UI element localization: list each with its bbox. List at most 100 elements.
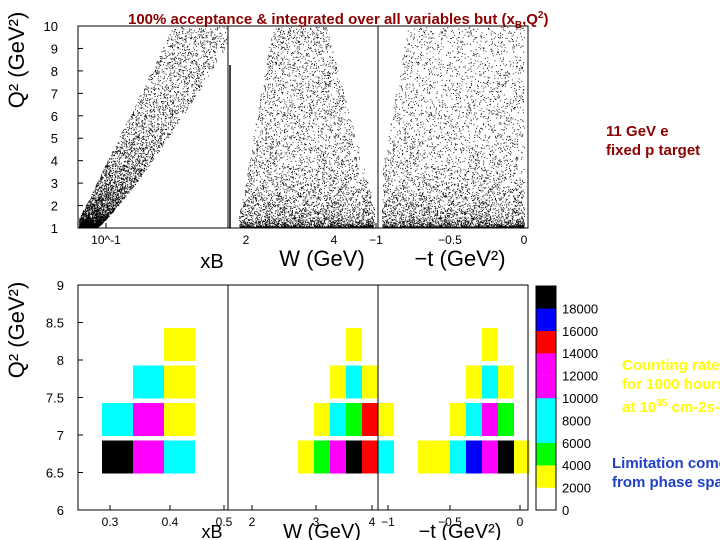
heatmap-cell-t (450, 403, 466, 436)
figure-title: 100% acceptance & integrated over all va… (128, 10, 549, 31)
heatmap-cell-w (362, 440, 378, 474)
heatmap-cell-xb (164, 440, 195, 474)
xb-axis-label: xB (201, 522, 222, 540)
w-axis-label: W (GeV) (283, 521, 361, 540)
colorbar-label: 2000 (562, 481, 591, 496)
w-tick-label: 3 (313, 515, 320, 529)
w-tick-label: 4 (331, 233, 338, 247)
colorbar-label: 6000 (562, 436, 591, 451)
heatmap-cell-w (346, 440, 362, 474)
bottom-ylabel: Q² (GeV²) (4, 282, 29, 379)
colorbar-swatch (536, 487, 556, 511)
heatmap-cell-xb (164, 403, 195, 436)
heatmap-cell-w (378, 403, 394, 436)
xb-tick-label: 0.4 (162, 515, 179, 529)
heatmap-cell-t (498, 440, 514, 474)
heatmap-cell-w (314, 440, 330, 474)
heatmap-cell-w (298, 440, 314, 474)
heatmap-cell-w (330, 365, 346, 399)
colorbar-swatch (536, 465, 556, 488)
heatmap-cell-t (418, 440, 434, 474)
heatmap-cell-w (346, 403, 362, 436)
colorbar-label: 10000 (562, 391, 598, 406)
heatmap-cell-w (378, 440, 394, 474)
w-tick-label: 4 (369, 515, 376, 529)
heatmap-cell-t (466, 440, 482, 474)
colorbar-label: 18000 (562, 301, 598, 316)
top-ytick-label: 9 (51, 41, 58, 56)
t-tick-label: 0 (521, 233, 528, 247)
heatmap-cell-w (330, 403, 346, 436)
heatmap-cell-t (482, 365, 498, 399)
top-ytick-label: 8 (51, 64, 58, 79)
top-ytick-label: 1 (51, 221, 58, 236)
heatmap-cell-t (434, 440, 450, 474)
top-ytick-label: 5 (51, 131, 58, 146)
t-tick-label: −1 (381, 515, 395, 529)
rate-note-line-1: Counting rates (622, 357, 720, 374)
heatmap-cell-xb (102, 403, 133, 436)
t-tick-label: 0 (517, 515, 524, 529)
colorbar-swatch (536, 286, 556, 309)
heatmap-cell-w (362, 365, 378, 399)
heatmap-cell-xb (133, 440, 164, 474)
heatmap-cell-xb (164, 328, 195, 361)
top-ytick-label: 10 (44, 19, 58, 34)
colorbar-swatch (536, 375, 556, 399)
top-ylabel: Q² (GeV²) (4, 12, 29, 109)
limitation-note: Limitation comes from phase space (612, 454, 720, 492)
bottom-ytick-label: 8 (57, 353, 64, 368)
w-tick-label: 2 (243, 233, 250, 247)
heatmap-cell-t (498, 365, 514, 399)
heatmap-cell-t (466, 365, 482, 399)
t-axis-label: −t (GeV²) (419, 521, 502, 540)
heatmap-cell-w (330, 440, 346, 474)
heatmap-cell-t (514, 440, 530, 474)
xb-tick-label: 10^-1 (91, 233, 121, 247)
top-ytick-label: 4 (51, 154, 58, 169)
t-tick-label: −0.5 (438, 233, 462, 247)
w-axis-label: W (GeV) (279, 246, 365, 271)
colorbar-label: 16000 (562, 324, 598, 339)
t-tick-label: −0.5 (438, 515, 462, 529)
xb-axis-label: xB (200, 251, 223, 273)
scatter-plots (79, 27, 525, 228)
heatmap-cell-w (346, 328, 362, 361)
heatmap-cell-w (362, 403, 378, 436)
heatmap-cell-xb (133, 365, 164, 399)
heatmap-cell-t (482, 403, 498, 436)
colorbar-swatch (536, 308, 556, 331)
heatmap-cell-t (498, 403, 514, 436)
colorbar-label: 12000 (562, 369, 598, 384)
t-axis-label: −t (GeV²) (414, 246, 505, 271)
heatmap-cell-t (482, 328, 498, 361)
rate-note-line-2: for 1000 hours (622, 376, 720, 393)
colorbar-label: 8000 (562, 413, 591, 428)
colorbar-frame (535, 285, 557, 511)
colorbar: 0 2000 4000 6000 8000 10000 12000 14000 16000 180… (535, 285, 598, 518)
beam-note: 11 GeV e fixed p target (606, 122, 720, 160)
bottom-ytick-label: 7 (57, 428, 64, 443)
limit-note-line-1: Limitation comes (612, 455, 720, 472)
counting-rate-note: Counting rates for 1000 hours at 1035 cm… (622, 356, 720, 417)
colorbar-swatch (536, 420, 556, 443)
bottom-ytick-label: 7.5 (46, 391, 64, 406)
heatmap-plots (102, 328, 530, 474)
heatmap-cell-w (314, 403, 330, 436)
colorbar-label: 4000 (562, 458, 591, 473)
limit-note-line-2: from phase space (612, 474, 720, 491)
bottom-ytick-label: 8.5 (46, 316, 64, 331)
xb-tick-label: 0.5 (216, 515, 233, 529)
colorbar-swatch (536, 442, 556, 466)
t-tick-label: −1 (369, 233, 383, 247)
heatmap-cell-w (346, 365, 362, 399)
beam-note-line-2: fixed p target (606, 142, 701, 159)
heatmap-cell-xb (102, 440, 133, 474)
colorbar-swatch (536, 353, 556, 376)
bottom-ytick-label: 6 (57, 503, 64, 518)
colorbar-label: 14000 (562, 346, 598, 361)
colorbar-swatch (536, 330, 556, 354)
top-frame (77, 25, 529, 229)
colorbar-swatch (536, 398, 556, 421)
